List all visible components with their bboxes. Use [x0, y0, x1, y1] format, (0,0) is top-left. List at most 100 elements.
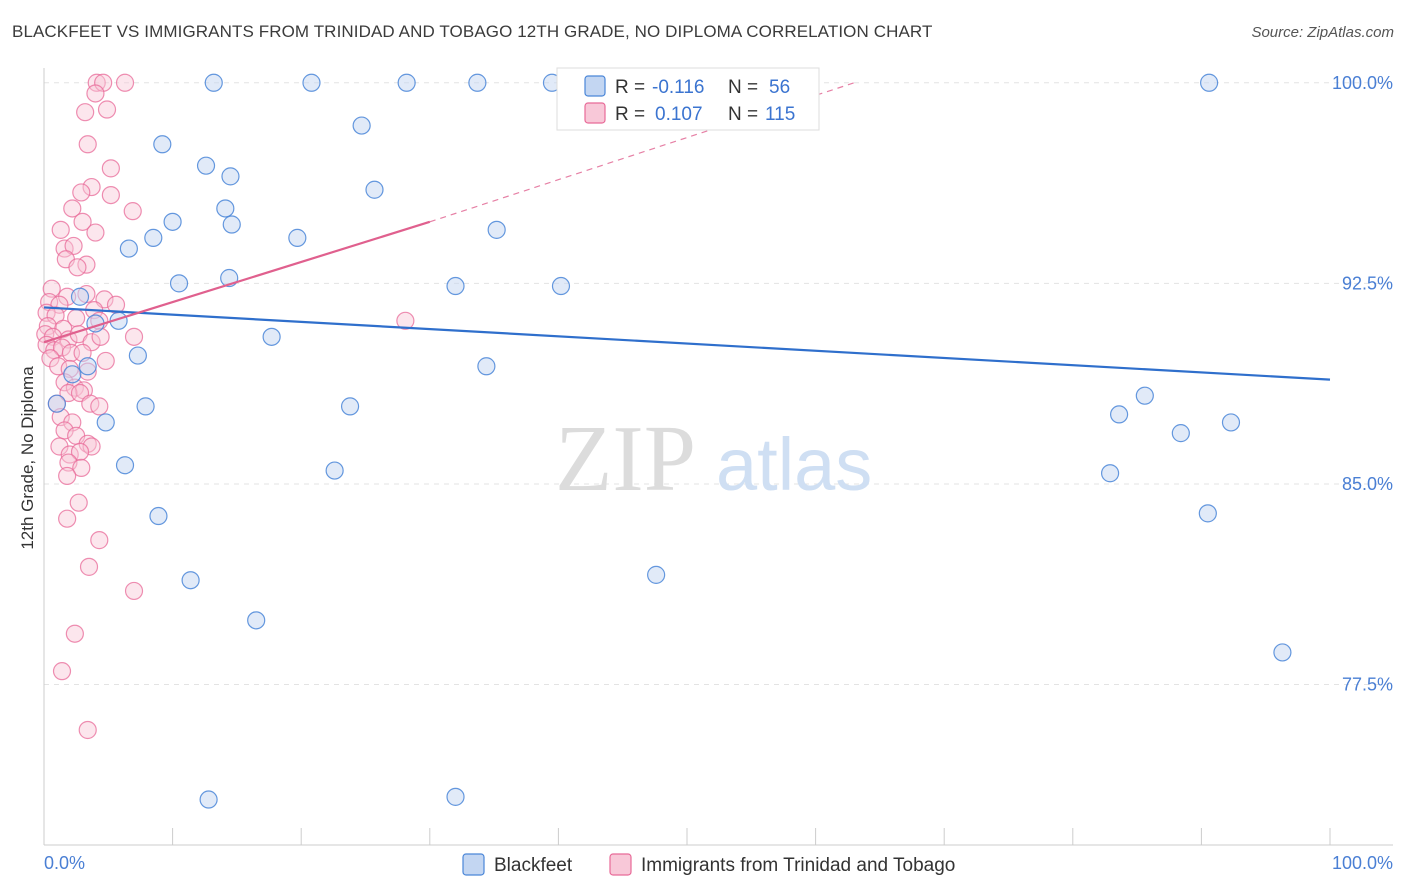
point-immigrants-4	[76, 103, 95, 122]
watermark-zip: ZIP	[555, 407, 696, 511]
chart-title: BLACKFEET VS IMMIGRANTS FROM TRINIDAD AN…	[12, 22, 933, 41]
point-blackfeet-43	[149, 506, 168, 526]
y-tick-label-2: 92.5%	[1342, 273, 1393, 293]
point-immigrants-73	[58, 509, 77, 528]
point-blackfeet-35	[96, 413, 115, 432]
point-blackfeet-19	[288, 228, 307, 247]
legend-n-label-1: N =	[728, 77, 758, 98]
point-immigrants-21	[42, 279, 61, 298]
x-tick-label-0: 0.0%	[44, 853, 85, 873]
x-tick-labels: 0.0% 100.0%	[44, 853, 1393, 873]
point-blackfeet-44	[1198, 504, 1217, 523]
point-immigrants-72	[69, 493, 88, 512]
point-immigrants-7	[82, 177, 101, 197]
point-blackfeet-45	[181, 571, 200, 590]
legend-r-value-1: -0.116	[652, 77, 704, 98]
point-immigrants-13	[73, 212, 92, 231]
point-blackfeet-32	[47, 394, 66, 413]
point-blackfeet-9	[153, 135, 172, 154]
point-blackfeet-12	[365, 180, 384, 199]
point-immigrants-62	[55, 421, 74, 440]
point-immigrants-14	[51, 220, 70, 239]
y-axis-label: 12th Grade, No Diploma	[18, 366, 37, 550]
legend-n-label-2: N =	[728, 104, 758, 125]
point-blackfeet-17	[144, 228, 163, 247]
bottom-legend-swatch-pink	[609, 853, 632, 876]
point-blackfeet-7	[1200, 73, 1219, 92]
legend-n-value-1: 56	[769, 77, 790, 98]
trend-line-immigrants-extension	[429, 82, 855, 223]
legend-n-value-2: 115	[765, 104, 795, 125]
point-immigrants-20	[68, 258, 87, 277]
series-immigrants-points	[36, 73, 415, 740]
bottom-legend-blackfeet: Blackfeet	[494, 855, 573, 876]
point-blackfeet-13	[216, 199, 235, 218]
point-immigrants-79	[78, 720, 97, 740]
point-blackfeet-38	[1221, 413, 1241, 432]
point-immigrants-5	[97, 100, 117, 119]
point-immigrants-44	[52, 338, 72, 357]
point-immigrants-68	[70, 442, 90, 461]
point-blackfeet-36	[1135, 386, 1154, 405]
point-immigrants-2	[115, 73, 135, 92]
legend-r-label-1: R =	[615, 77, 645, 98]
y-tick-label-3: 100.0%	[1332, 73, 1393, 93]
point-immigrants-74	[90, 531, 109, 550]
point-immigrants-15	[86, 223, 105, 242]
point-blackfeet-30	[477, 357, 496, 376]
point-blackfeet-50	[446, 787, 465, 806]
point-immigrants-41	[124, 327, 144, 346]
point-blackfeet-29	[78, 357, 97, 376]
point-immigrants-59	[90, 397, 109, 416]
point-blackfeet-22	[446, 276, 465, 296]
series-legend: Blackfeet Immigrants from Trinidad and T…	[462, 853, 955, 876]
point-immigrants-8	[101, 159, 120, 178]
bottom-legend-swatch-blue	[462, 853, 485, 876]
point-blackfeet-15	[163, 212, 182, 231]
point-blackfeet-31	[63, 365, 82, 384]
trend-line-blackfeet	[43, 306, 1331, 381]
bottom-legend-immigrants: Immigrants from Trinidad and Tobago	[641, 855, 955, 876]
point-blackfeet-8	[352, 116, 371, 135]
point-immigrants-49	[49, 357, 68, 376]
watermark-atlas: atlas	[716, 423, 872, 506]
legend-swatch-pink	[584, 102, 606, 124]
point-immigrants-10	[101, 185, 120, 205]
point-blackfeet-27	[262, 327, 281, 346]
watermark: ZIP atlas	[555, 407, 872, 511]
point-immigrants-3	[86, 84, 105, 103]
trend-line-immigrants	[43, 220, 431, 344]
grid-lines	[44, 82, 1393, 686]
point-blackfeet-28	[128, 346, 147, 365]
point-immigrants-80	[396, 311, 415, 330]
point-blackfeet-10	[196, 156, 216, 175]
point-blackfeet-46	[647, 565, 666, 584]
point-blackfeet-11	[221, 167, 240, 186]
point-immigrants-17	[64, 236, 83, 256]
point-immigrants-6	[78, 135, 97, 154]
correlation-legend: R = -0.116 N = 56 R = 0.107 N = 115	[556, 67, 820, 131]
point-blackfeet-49	[199, 790, 218, 809]
point-blackfeet-2	[397, 73, 416, 92]
point-blackfeet-20	[169, 274, 189, 293]
point-blackfeet-23	[551, 276, 571, 296]
point-immigrants-70	[72, 458, 91, 477]
x-tick-label-1: 100.0%	[1332, 853, 1393, 873]
point-immigrants-71	[58, 466, 77, 486]
point-blackfeet-41	[325, 461, 344, 480]
point-blackfeet-37	[1109, 405, 1129, 424]
point-immigrants-9	[72, 183, 91, 202]
point-blackfeet-3	[468, 73, 487, 92]
point-blackfeet-39	[1171, 424, 1190, 443]
legend-swatch-blue	[584, 75, 606, 97]
y-tick-label-1: 85.0%	[1342, 474, 1393, 494]
y-tick-labels: 77.5% 85.0% 92.5% 100.0%	[1332, 73, 1393, 695]
point-immigrants-78	[52, 662, 72, 681]
point-blackfeet-1	[302, 73, 321, 92]
point-immigrants-77	[65, 624, 84, 643]
y-tick-label-0: 77.5%	[1342, 675, 1393, 695]
axes	[43, 68, 1393, 846]
point-blackfeet-18	[119, 239, 138, 258]
legend-r-label-2: R =	[615, 104, 645, 125]
